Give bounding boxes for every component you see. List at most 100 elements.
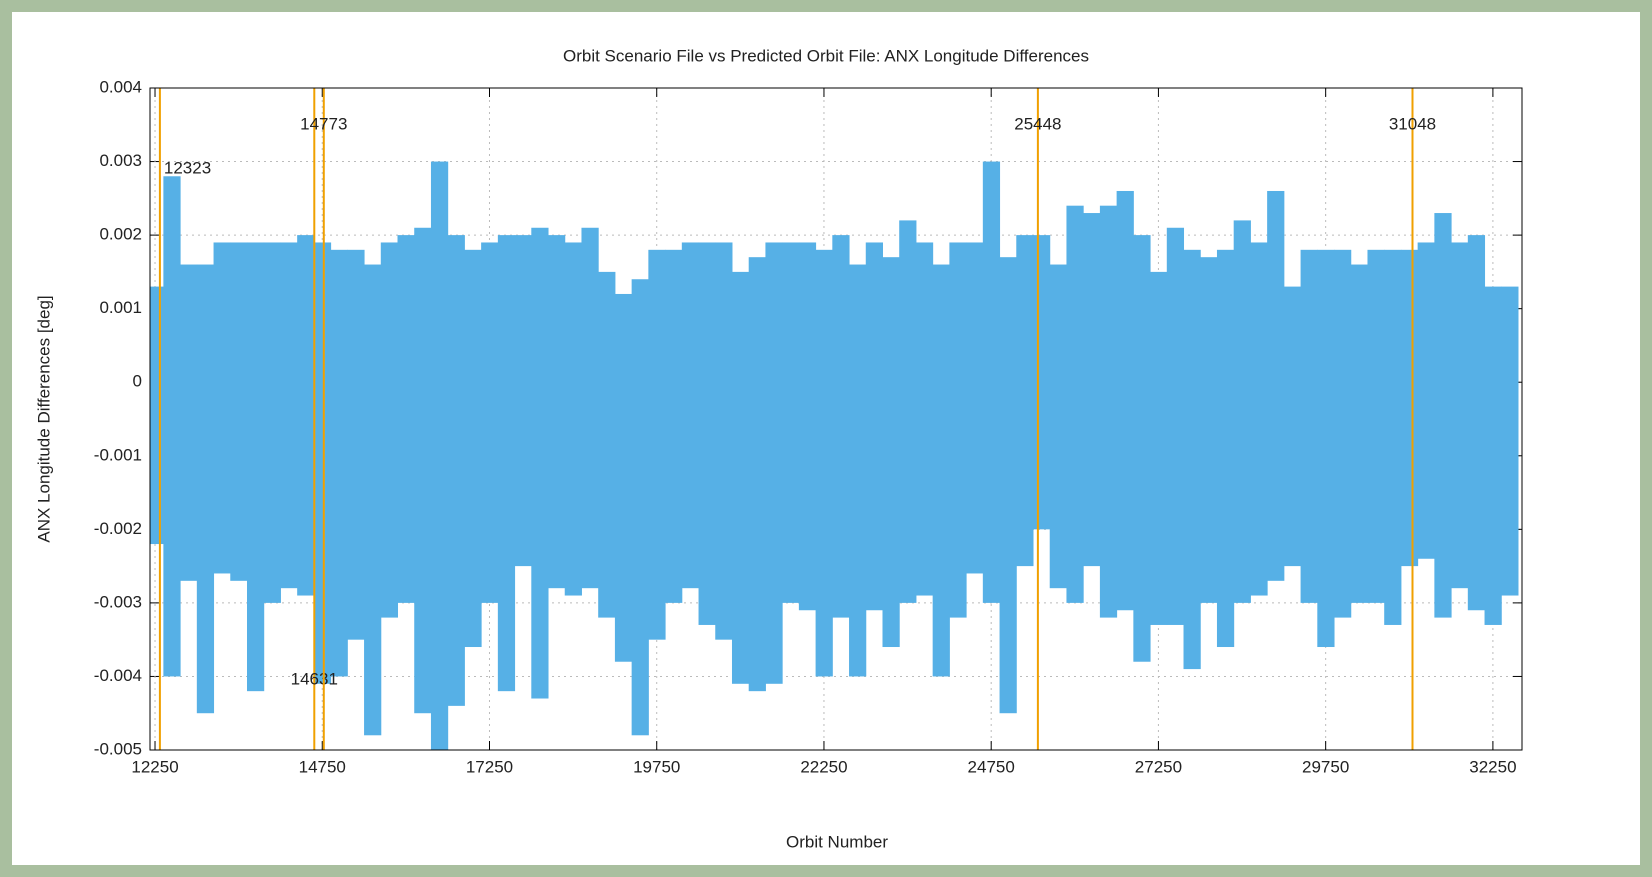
range-bar xyxy=(514,235,532,567)
range-bar xyxy=(999,257,1017,714)
x-tick-label: 19750 xyxy=(633,757,680,776)
range-bar xyxy=(1066,205,1084,603)
range-bar xyxy=(1166,227,1185,625)
range-bar xyxy=(648,249,666,640)
range-bar xyxy=(815,249,833,677)
range-bar xyxy=(681,242,700,589)
range-bar xyxy=(1283,286,1302,567)
range-bar xyxy=(932,264,950,677)
range-bar xyxy=(1334,249,1352,618)
range-bar xyxy=(313,242,332,684)
range-bar xyxy=(1200,257,1218,603)
range-bar xyxy=(380,242,399,618)
x-tick-label: 27250 xyxy=(1135,757,1182,776)
range-bar xyxy=(882,257,900,648)
range-bar xyxy=(497,235,516,692)
range-bar xyxy=(1384,249,1402,625)
y-tick-label: -0.002 xyxy=(94,519,142,538)
range-bar xyxy=(1183,249,1201,670)
range-bar xyxy=(765,242,783,684)
y-tick-label: 0.002 xyxy=(99,225,142,244)
range-bar xyxy=(330,249,348,677)
annotation-label: 25448 xyxy=(1014,114,1061,133)
range-bar xyxy=(581,227,599,589)
range-bar xyxy=(1250,242,1268,596)
x-tick-label: 17250 xyxy=(466,757,513,776)
x-tick-label: 29750 xyxy=(1302,757,1349,776)
range-bar xyxy=(280,242,298,589)
range-bar xyxy=(832,235,850,618)
range-bar xyxy=(481,242,499,603)
x-tick-label: 12250 xyxy=(131,757,178,776)
x-tick-label: 32250 xyxy=(1469,757,1516,776)
range-bar xyxy=(297,235,315,596)
x-tick-label: 22250 xyxy=(800,757,847,776)
y-tick-label: -0.005 xyxy=(94,739,142,758)
range-bar xyxy=(1049,264,1067,589)
range-bar xyxy=(1233,220,1251,603)
y-tick-label: -0.001 xyxy=(94,445,142,464)
range-bar xyxy=(1116,190,1134,611)
range-bar xyxy=(982,161,1001,603)
y-tick-label: 0 xyxy=(133,372,142,391)
range-bar xyxy=(246,242,265,692)
y-tick-label: 0.004 xyxy=(99,77,142,96)
range-bar xyxy=(715,242,733,640)
range-bar xyxy=(1083,213,1101,567)
range-bar xyxy=(150,286,164,545)
range-bar xyxy=(1400,249,1419,567)
range-bar xyxy=(1133,235,1151,662)
range-bar xyxy=(1467,235,1486,611)
y-tick-label: 0.001 xyxy=(99,298,142,317)
range-bar xyxy=(263,242,281,603)
range-bar xyxy=(1267,190,1285,581)
range-bar xyxy=(531,227,549,699)
range-bar xyxy=(548,235,566,589)
range-bar xyxy=(364,264,382,736)
x-tick-label: 14750 xyxy=(299,757,346,776)
range-bar xyxy=(798,242,817,611)
annotation-label: 31048 xyxy=(1389,114,1436,133)
y-tick-label: 0.003 xyxy=(99,151,142,170)
range-bar xyxy=(849,264,867,677)
plot-frame xyxy=(149,87,1523,751)
annotation-label: 14773 xyxy=(300,114,347,133)
range-bar xyxy=(899,220,917,603)
range-bar xyxy=(1216,249,1235,648)
y-axis-label: ANX Longitude Differences [deg] xyxy=(34,295,53,542)
chart-title: Orbit Scenario File vs Predicted Orbit F… xyxy=(563,46,1089,65)
annotation-label: 14631 xyxy=(291,670,338,689)
range-bar xyxy=(631,279,649,736)
x-tick-label: 24750 xyxy=(968,757,1015,776)
range-bar xyxy=(414,227,432,714)
range-bar xyxy=(665,249,683,603)
range-bar xyxy=(698,242,716,625)
range-bar xyxy=(1016,235,1034,567)
range-bar xyxy=(213,242,231,574)
range-bar xyxy=(1367,249,1385,603)
range-bar xyxy=(614,293,633,662)
range-bar xyxy=(230,242,248,581)
range-bar xyxy=(163,176,181,677)
range-bar xyxy=(1417,242,1435,559)
range-bar xyxy=(1501,286,1519,596)
range-bar xyxy=(865,242,883,611)
range-bar xyxy=(748,257,766,692)
range-bar xyxy=(1350,264,1368,603)
range-bar xyxy=(1317,249,1335,648)
range-bar xyxy=(397,235,415,603)
range-bar xyxy=(1434,213,1452,618)
range-bar xyxy=(731,271,750,684)
range-bar xyxy=(347,249,365,640)
range-bar xyxy=(430,161,449,751)
annotation-label: 12323 xyxy=(164,158,211,177)
range-bar xyxy=(564,242,582,596)
range-bar xyxy=(1484,286,1502,625)
range-bar xyxy=(180,264,198,581)
y-tick-label: -0.003 xyxy=(94,592,142,611)
range-bar xyxy=(1300,249,1318,603)
range-bar xyxy=(1099,205,1118,618)
range-bar xyxy=(196,264,215,714)
